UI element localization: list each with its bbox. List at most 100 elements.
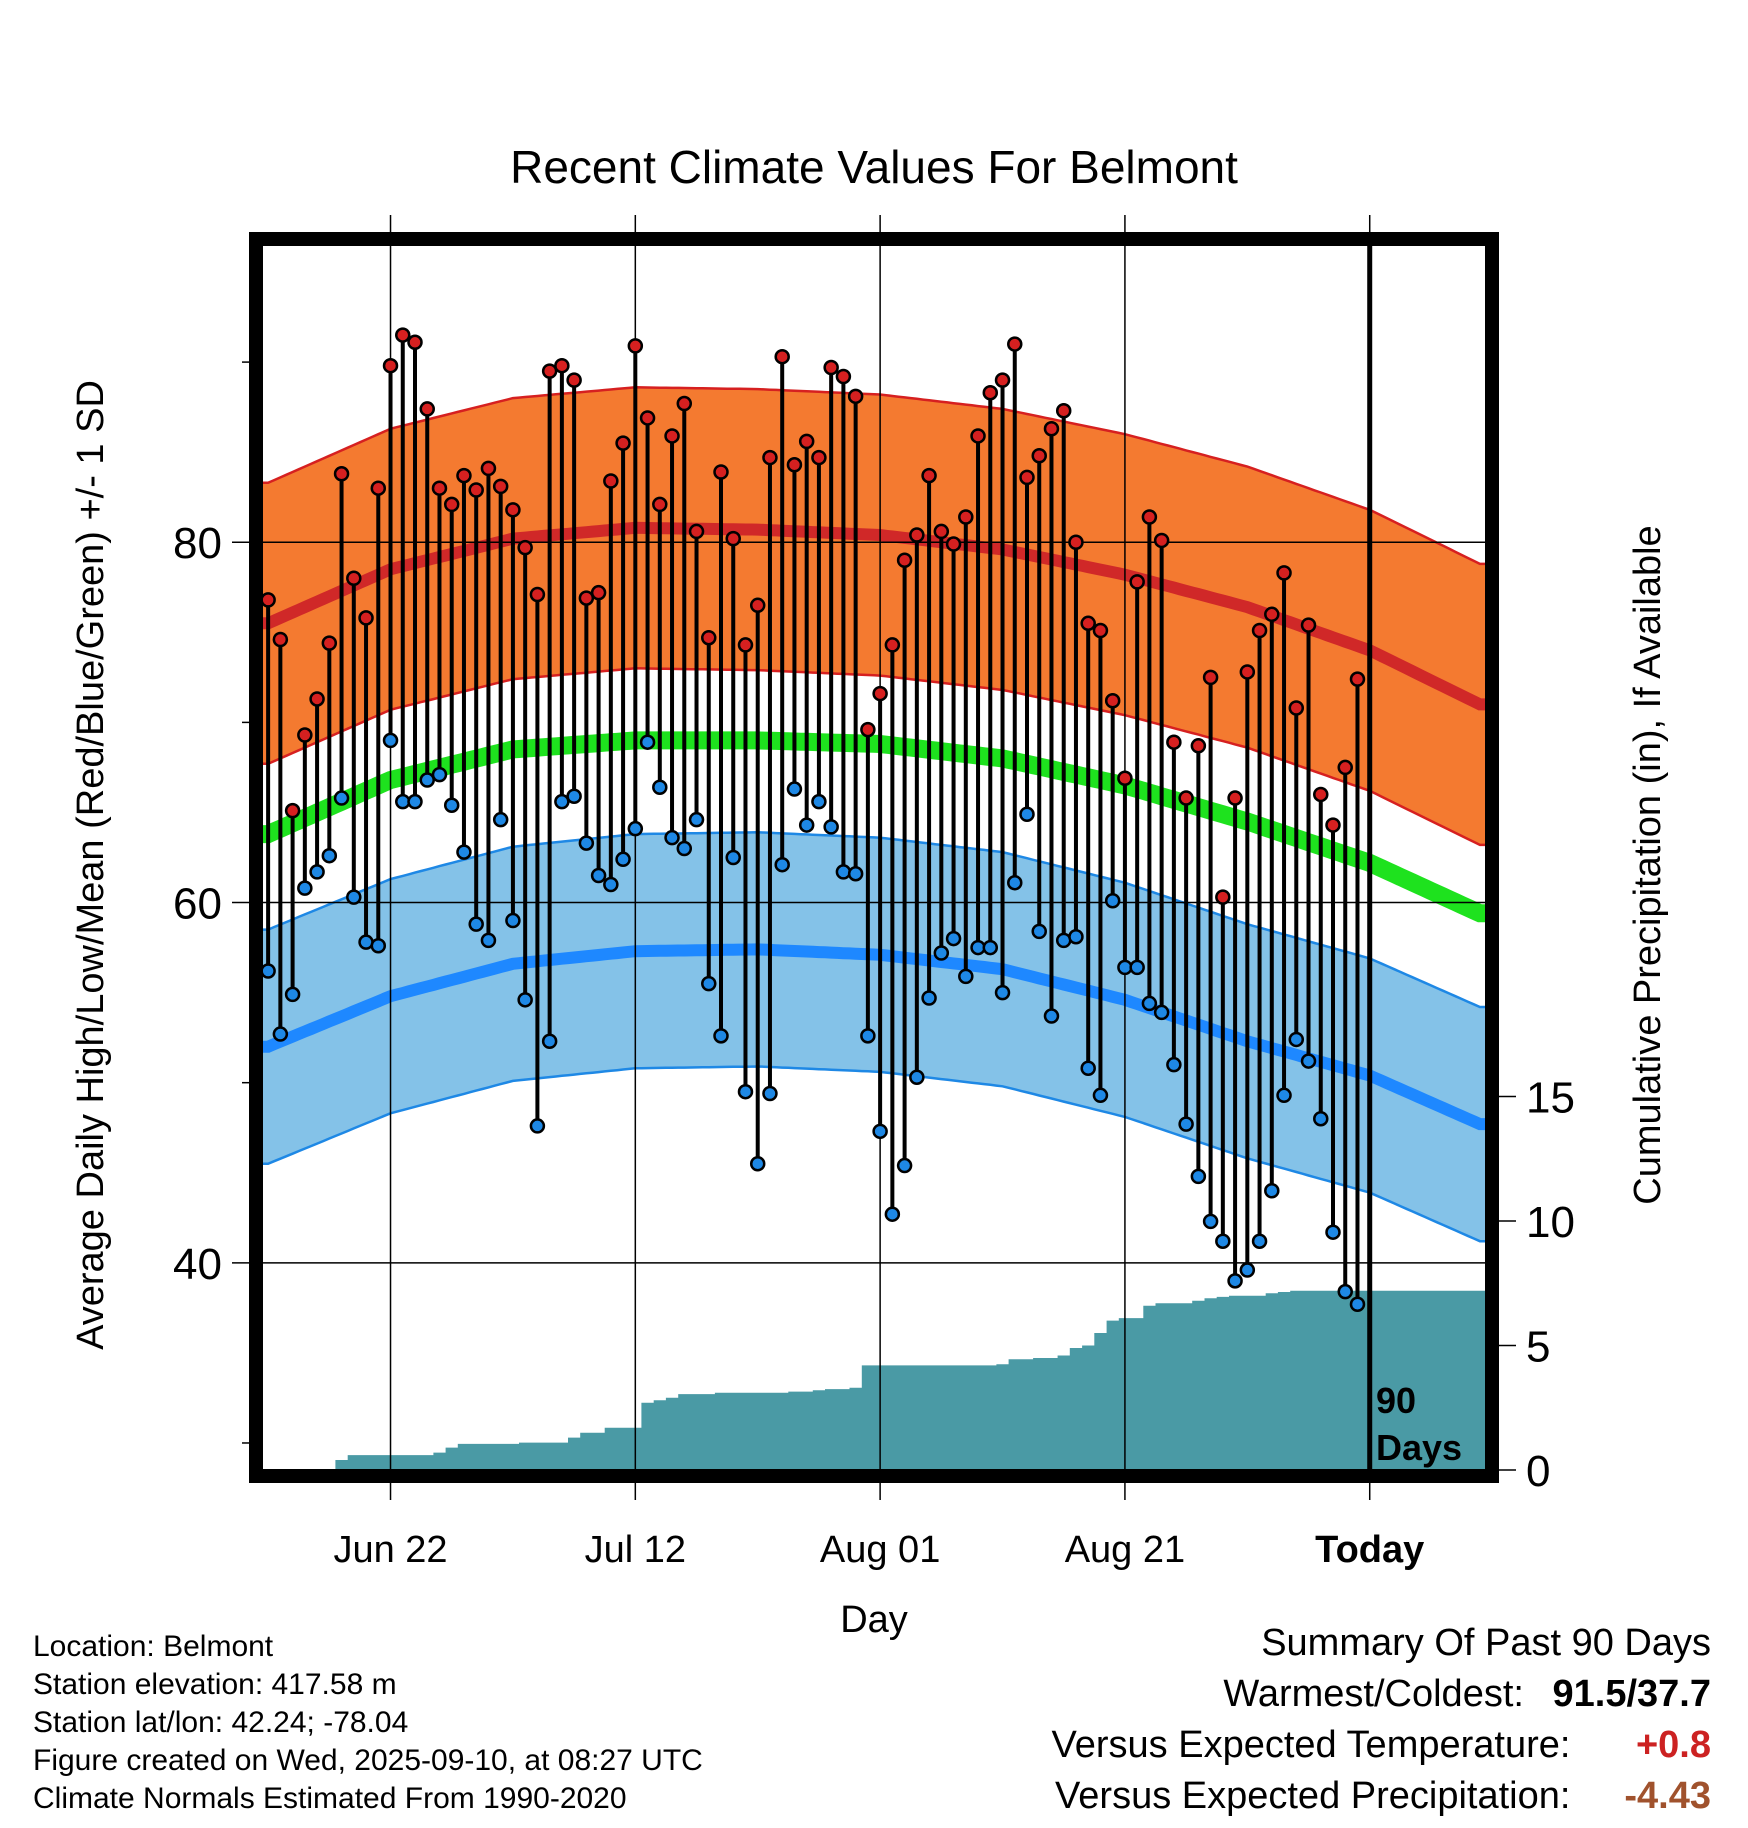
high-point <box>1325 817 1341 833</box>
x-tick-label: Aug 21 <box>1065 1529 1185 1571</box>
low-point <box>1068 929 1084 945</box>
high-point <box>737 637 754 653</box>
today-days-count: 90 <box>1376 1380 1416 1421</box>
low-point <box>774 856 790 873</box>
high-point <box>370 480 387 496</box>
high-point <box>713 464 729 480</box>
precip-label: Versus Expected Precipitation: <box>1055 1775 1571 1817</box>
high-point <box>419 401 435 417</box>
low-point <box>811 793 827 810</box>
normal-high-line <box>262 521 1486 711</box>
high-point <box>958 509 974 525</box>
high-point <box>909 527 925 543</box>
high-point <box>823 359 839 376</box>
low-point <box>431 766 448 783</box>
low-point <box>309 864 325 880</box>
low-point <box>407 793 423 810</box>
high-point <box>456 467 472 484</box>
high-point <box>1055 402 1072 419</box>
low-point <box>1313 1110 1329 1127</box>
low-point <box>786 781 803 797</box>
high-point <box>847 388 864 405</box>
low-point <box>1337 1283 1353 1300</box>
high-point <box>284 802 301 819</box>
x-tick-label: Today <box>1315 1529 1424 1571</box>
low-point <box>1239 1262 1256 1278</box>
high-point <box>811 449 827 466</box>
high-point <box>1129 574 1145 590</box>
low-point <box>860 1028 876 1044</box>
high-point <box>1239 664 1256 680</box>
plot-frame <box>249 232 1499 1483</box>
today-days-unit: Days <box>1376 1427 1462 1468</box>
summary-heading: Summary Of Past 90 Days <box>1261 1622 1711 1664</box>
normals-note: Climate Normals Estimated From 1990-2020 <box>33 1782 627 1815</box>
high-point <box>578 590 595 606</box>
normal-low-line <box>262 943 1486 1131</box>
high-point <box>566 372 582 388</box>
low-point <box>554 793 570 810</box>
high-point <box>309 691 325 707</box>
normal-high-band <box>262 387 1486 845</box>
high-point <box>933 523 950 540</box>
low-point <box>1166 1056 1182 1073</box>
low-point <box>1264 1183 1280 1199</box>
high-point <box>1288 700 1305 716</box>
low-point <box>1080 1060 1096 1077</box>
x-axis-label: Day <box>840 1599 908 1641</box>
high-point <box>260 592 276 608</box>
high-point <box>639 410 656 426</box>
low-point <box>1043 1008 1060 1024</box>
low-point <box>1251 1233 1268 1249</box>
summary-precipitation: Versus Expected Precipitation: -4.43 <box>1055 1775 1711 1818</box>
high-point <box>1166 734 1182 750</box>
high-point <box>615 435 631 451</box>
high-point <box>1141 509 1158 525</box>
high-point <box>774 348 790 365</box>
warmest-label: Warmest/Coldest: <box>1223 1673 1524 1715</box>
high-point <box>688 523 705 540</box>
low-point <box>615 851 631 868</box>
low-point <box>1276 1087 1292 1104</box>
high-point <box>945 536 962 552</box>
low-point <box>872 1123 888 1140</box>
low-point <box>1092 1087 1109 1104</box>
high-point <box>749 597 766 614</box>
low-point <box>603 876 619 893</box>
high-point <box>798 433 815 450</box>
low-point <box>492 811 509 828</box>
warmest-value: 91.5/37.7 <box>1552 1673 1711 1715</box>
high-point <box>725 530 741 547</box>
high-point <box>896 552 913 569</box>
high-point <box>1251 622 1268 639</box>
low-point <box>321 847 338 864</box>
high-point <box>994 372 1011 388</box>
y-axis-label: Average Daily High/Low/Mean (Red/Blue/Gr… <box>70 380 112 1350</box>
y2-tick-label: 0 <box>1526 1447 1550 1496</box>
high-point <box>884 637 901 653</box>
low-point <box>676 840 693 857</box>
low-point <box>847 865 864 882</box>
low-point <box>1153 1004 1170 1021</box>
station-latlon: Station lat/lon: 42.24; -78.04 <box>33 1706 409 1739</box>
low-point <box>1288 1031 1305 1048</box>
high-point <box>664 428 680 444</box>
low-point <box>945 930 962 947</box>
low-point <box>333 790 350 806</box>
low-point <box>896 1157 913 1174</box>
low-point <box>933 945 950 961</box>
low-point <box>701 975 717 992</box>
high-point <box>701 629 717 646</box>
temp-label: Versus Expected Temperature: <box>1051 1724 1571 1766</box>
x-tick-label: Aug 01 <box>820 1529 940 1571</box>
station-location: Location: Belmont <box>33 1630 274 1663</box>
high-point <box>1178 790 1194 806</box>
high-point <box>676 395 693 412</box>
temp-anomaly: +0.8 <box>1635 1724 1711 1766</box>
low-point <box>468 916 484 932</box>
high-point <box>272 631 289 648</box>
low-point <box>480 932 497 949</box>
low-point <box>1019 806 1035 823</box>
high-point <box>1337 759 1353 776</box>
low-point <box>749 1156 766 1172</box>
